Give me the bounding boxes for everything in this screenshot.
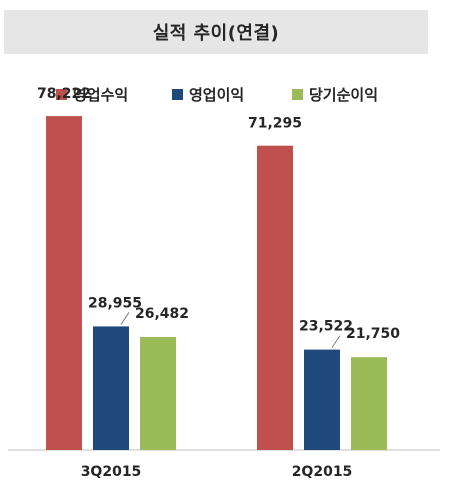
legend-label-net-income: 당기순이익 [309, 85, 379, 104]
legend-item-operating-profit: 영업이익 [172, 82, 244, 106]
bar-3Q2015-3 [140, 336, 176, 450]
bar-2Q2015-1 [257, 145, 293, 450]
value-label-3Q2015-1: 78,222 [37, 86, 91, 102]
category-label-2Q2015: 2Q2015 [292, 464, 353, 480]
legend: 영업수익 영업이익 당기순이익 [0, 82, 456, 106]
chart-title-bar: 실적 추이(연결) [4, 10, 428, 54]
legend-label-operating-profit: 영업이익 [189, 85, 245, 104]
legend-swatch-net-income [292, 88, 303, 100]
leader-line-2Q2015-2 [331, 335, 341, 348]
category-label-3Q2015: 3Q2015 [81, 464, 142, 480]
value-label-2Q2015-2: 23,522 [299, 319, 353, 335]
value-label-2Q2015-3: 21,750 [346, 326, 400, 342]
value-label-3Q2015-3: 26,482 [135, 306, 189, 322]
chart-title: 실적 추이(연결) [152, 23, 280, 44]
bar-3Q2015-1 [46, 116, 82, 450]
bar-2Q2015-3 [351, 357, 387, 450]
bar-3Q2015-2 [93, 326, 129, 450]
value-label-3Q2015-2: 28,955 [88, 295, 142, 311]
legend-item-operating-revenue: 영업수익 [56, 82, 128, 106]
leader-line-3Q2015-2 [120, 312, 130, 325]
legend-swatch-operating-revenue [56, 88, 67, 100]
legend-swatch-operating-profit [172, 88, 183, 100]
legend-label-operating-revenue: 영업수익 [73, 85, 129, 104]
legend-item-net-income: 당기순이익 [292, 82, 378, 106]
bar-2Q2015-2 [304, 349, 340, 450]
value-label-2Q2015-1: 71,295 [248, 116, 302, 132]
